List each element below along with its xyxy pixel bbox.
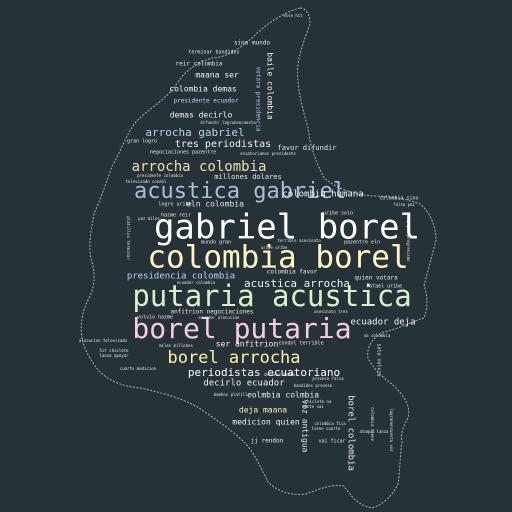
word-cloud-term: colombia tiene: [370, 407, 375, 441]
word-cloud-term: dolares bombos: [264, 372, 298, 377]
word-cloud-term: putaria acustica: [132, 279, 411, 313]
word-cloud-term: logro uribe: [158, 202, 191, 208]
word-cloud-term: arrocha gabriel: [145, 126, 244, 139]
word-cloud-term: pazentre eln: [344, 240, 380, 246]
word-cloud-term: solo volvio: [376, 343, 382, 376]
word-cloud-term: tres periodistas: [175, 139, 271, 150]
word-cloud-term: quien votara: [354, 275, 398, 282]
word-cloud-term: sino mundo: [234, 40, 271, 47]
word-cloud-term: lanza apoyar: [100, 353, 129, 358]
word-cloud-term: borel putaria: [132, 312, 351, 345]
word-cloud-term: bandidos proceso: [294, 383, 333, 388]
word-cloud-term: platillos terminar: [126, 216, 131, 260]
word-cloud-term: favor difundir: [277, 144, 336, 152]
word-cloud-term: arrocha colombia: [132, 159, 267, 175]
word-cloud-term: voz antigua: [301, 400, 310, 453]
word-cloud-term: baile colombia: [266, 52, 275, 120]
word-cloud-term: eln colombia: [186, 200, 244, 209]
word-cloud-term: bombos platillos: [214, 392, 253, 397]
word-cloud-term: esse hit: [283, 13, 303, 18]
word-cloud-term: miles millones: [159, 343, 193, 348]
word-cloud-term: chiclete na: [305, 399, 332, 404]
word-cloud-term: mente vai: [302, 404, 324, 409]
word-cloud-term: medicion quien: [232, 418, 300, 427]
map-outline: [80, 7, 437, 509]
word-cloud-term: hit chiclete: [100, 348, 129, 353]
word-cloud-term: uribe solo: [323, 211, 353, 217]
word-cloud-term: ecuatorianos presidente: [240, 151, 296, 156]
word-cloud-term: borel arrocha: [167, 348, 300, 368]
word-cloud-term: deja maana: [239, 406, 287, 415]
word-cloud-term: ecuador deja: [350, 318, 415, 328]
word-cloud-term: hazme reir: [161, 213, 191, 219]
word-cloud-term: millones dolares: [214, 173, 281, 181]
word-cloud-term: proceso falsa: [312, 376, 344, 381]
word-cloud-term: paz miles: [138, 216, 160, 221]
word-cloud-term: ataque lanza: [360, 429, 389, 434]
word-cloud-term: presidente ecuador: [173, 98, 238, 105]
word-cloud-term: na colombia: [364, 333, 391, 338]
word-cloud-term: televisado condol: [126, 179, 168, 184]
word-cloud-term: gabriel borel: [154, 208, 420, 248]
word-cloud-term: colombia favor: [267, 269, 318, 276]
word-cloud-term: votara presidencia: [255, 66, 262, 131]
word-cloud-term: colmbia colmbia: [247, 391, 319, 400]
word-cloud-term: volvio hazme: [137, 315, 173, 321]
word-cloud-term: condol terrible: [278, 341, 323, 347]
word-cloud-term: maana ser: [195, 71, 239, 80]
word-cloud-term: ecuador alocucion: [199, 315, 241, 320]
word-cloud-term: acustica gabriel: [134, 179, 346, 204]
word-cloud-term: asesinato tres: [314, 309, 348, 314]
word-cloud-term: borel colombia: [346, 395, 356, 471]
word-cloud-term: colombia borel: [147, 240, 408, 276]
word-cloud-term: uribe uribe: [261, 245, 288, 250]
word-cloud-term: colombia demas: [169, 85, 237, 94]
word-cloud-term: reir colombia: [176, 61, 223, 68]
word-cloud-term: mundo gran: [201, 240, 231, 246]
word-cloud-term: jj rendon: [251, 438, 284, 445]
word-cloud-term: terrible asesinato: [277, 238, 321, 243]
word-cloud-term: falsa paz: [393, 202, 415, 207]
word-cloud-term: ecuador colombia: [177, 280, 216, 285]
word-cloud-term: tiene cuarto: [312, 426, 341, 431]
word-cloud-term: negociaciones pazentre: [150, 150, 216, 156]
word-cloud-term: vai ficar: [318, 439, 345, 445]
word-cloud-term: lagranencuesta voz: [389, 408, 394, 452]
word-cloud-term: colombia fica: [314, 421, 346, 426]
word-cloud-term: periodistas ecuatoriano: [188, 366, 340, 379]
word-cloud-term: demas decirlo: [170, 111, 233, 120]
word-cloud-term: gran logro: [127, 139, 157, 145]
word-cloud-term: rafael uribe: [366, 284, 402, 290]
word-cloud-term: ser anfitrion: [216, 340, 279, 349]
word-cloud-term: colombia sino: [379, 196, 418, 202]
word-cloud-term: presidente colombia: [137, 173, 183, 178]
word-cloud-term: terminar bandidos: [188, 50, 239, 56]
word-cloud-term: colombia humana: [282, 190, 363, 200]
word-cloud-term: cuarto medicion: [120, 366, 157, 371]
word-cloud-term: anfitrion negociaciones: [170, 309, 253, 316]
word-cloud-term: acustica arrocha: [244, 277, 350, 290]
word-cloud-term: difundir lagranencuesta: [200, 120, 256, 125]
word-cloud-term: apoyar progresismo: [406, 218, 411, 262]
word-cloud-term: presidencia colombia: [127, 272, 235, 282]
word-cloud-term: decirlo ecuador: [203, 379, 285, 389]
word-cloud-term: alocucion televisado: [79, 338, 128, 343]
